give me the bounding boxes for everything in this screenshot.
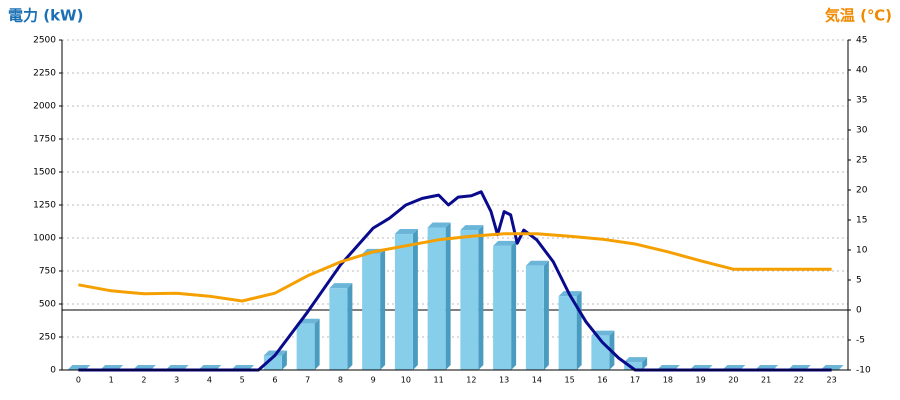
bar-top xyxy=(394,229,418,235)
y-tick-label: 500 xyxy=(39,300,56,310)
bar-side xyxy=(478,225,484,370)
bar xyxy=(427,227,446,370)
x-tick-label: 7 xyxy=(305,376,310,385)
bar xyxy=(460,230,479,370)
bar xyxy=(493,245,512,370)
bar xyxy=(558,296,577,370)
x-tick-label: 12 xyxy=(466,376,476,385)
bar-top xyxy=(493,240,517,246)
bar xyxy=(263,355,282,370)
y-tick-label: 2500 xyxy=(33,36,56,46)
y2-tick-label: 25 xyxy=(856,156,867,166)
bar xyxy=(329,288,348,370)
bar-side xyxy=(445,222,451,370)
bar-side xyxy=(511,240,517,370)
x-tick-label: 4 xyxy=(207,376,212,385)
x-tick-label: 15 xyxy=(565,376,575,385)
x-tick-label: 1 xyxy=(109,376,114,385)
bar-side xyxy=(576,291,582,370)
x-tick-label: 3 xyxy=(174,376,179,385)
bar-side xyxy=(380,248,386,370)
y2-tick-label: 40 xyxy=(856,66,868,76)
bar xyxy=(525,265,544,370)
y2-tick-label: 30 xyxy=(856,126,868,136)
y2-tick-label: 5 xyxy=(856,276,862,286)
y2-tick-label: -5 xyxy=(856,336,865,346)
bar-top xyxy=(624,357,648,363)
x-tick-label: 11 xyxy=(434,376,444,385)
bar-side xyxy=(347,283,353,370)
bar-side xyxy=(642,357,648,370)
y2-tick-label: 10 xyxy=(856,246,868,256)
x-tick-label: 5 xyxy=(240,376,245,385)
x-tick-label: 21 xyxy=(761,376,771,385)
x-tick-label: 20 xyxy=(728,376,738,385)
y2-tick-label: 15 xyxy=(856,216,867,226)
y-tick-label: 250 xyxy=(39,333,56,343)
x-tick-label: 8 xyxy=(338,376,343,385)
y2-axis-title: 気温 (℃) xyxy=(825,7,892,25)
x-tick-label: 17 xyxy=(630,376,640,385)
x-tick-label: 18 xyxy=(663,376,673,385)
y-tick-label: 750 xyxy=(39,267,56,277)
x-tick-label: 14 xyxy=(532,376,542,385)
x-tick-label: 16 xyxy=(597,376,607,385)
x-tick-label: 2 xyxy=(141,376,146,385)
x-tick-label: 6 xyxy=(272,376,277,385)
y-tick-label: 1750 xyxy=(33,135,56,145)
y-tick-label: 2250 xyxy=(33,69,56,79)
y2-tick-label: 20 xyxy=(856,186,868,196)
y-axis-title: 電力 (kW) xyxy=(8,7,83,25)
y-tick-label: 1250 xyxy=(33,201,56,211)
bar xyxy=(362,253,381,370)
y-tick-label: 0 xyxy=(50,366,56,376)
bar-side xyxy=(543,260,549,370)
x-tick-label: 13 xyxy=(499,376,509,385)
x-tick-label: 10 xyxy=(401,376,411,385)
x-tick-label: 0 xyxy=(76,376,81,385)
y2-tick-label: 0 xyxy=(856,306,862,316)
bar-side xyxy=(281,350,287,370)
line xyxy=(78,190,832,372)
y2-tick-label: 35 xyxy=(856,96,867,106)
line xyxy=(78,232,832,303)
y-tick-label: 2000 xyxy=(33,102,56,112)
x-tick-label: 22 xyxy=(794,376,804,385)
bar xyxy=(296,323,315,370)
bar-side xyxy=(412,229,418,370)
bar-top xyxy=(460,225,484,231)
x-tick-label: 23 xyxy=(827,376,837,385)
bar-top xyxy=(525,260,549,266)
y2-tick-label: -10 xyxy=(856,366,871,376)
bar-top xyxy=(329,283,353,289)
bar-top xyxy=(427,222,451,228)
x-tick-label: 19 xyxy=(696,376,706,385)
bar-side xyxy=(314,318,320,370)
y2-tick-label: 45 xyxy=(856,36,867,46)
bar xyxy=(624,362,643,370)
y-tick-label: 1500 xyxy=(33,168,56,178)
bar xyxy=(394,234,413,370)
x-tick-label: 9 xyxy=(371,376,376,385)
y-tick-label: 1000 xyxy=(33,234,56,244)
